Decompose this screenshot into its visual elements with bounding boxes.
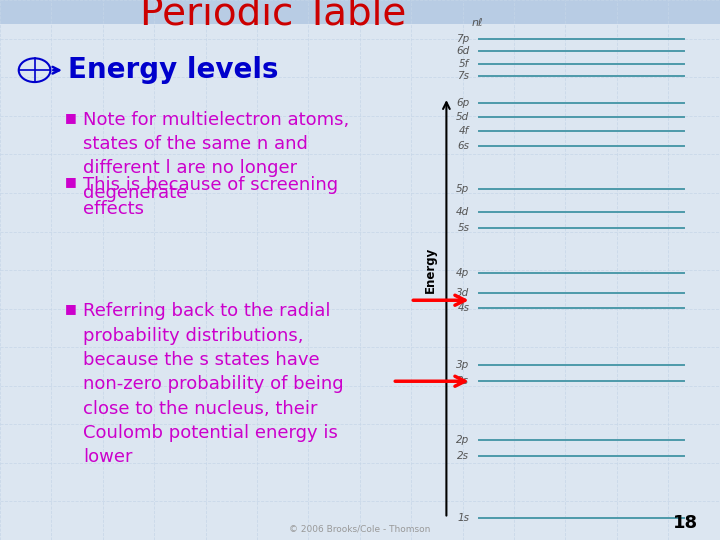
Text: 5s: 5s <box>457 223 469 233</box>
Text: 3s: 3s <box>457 376 469 386</box>
Text: 6p: 6p <box>456 98 469 107</box>
Text: Energy levels: Energy levels <box>68 56 279 84</box>
Text: 3d: 3d <box>456 288 469 298</box>
Text: 5f: 5f <box>459 59 469 69</box>
Text: 7p: 7p <box>456 34 469 44</box>
Text: 7s: 7s <box>457 71 469 80</box>
Text: 3p: 3p <box>456 360 469 369</box>
Text: 4d: 4d <box>456 207 469 217</box>
Bar <box>0 0 720 24</box>
Text: 4s: 4s <box>457 303 469 313</box>
Text: 6d: 6d <box>456 46 469 56</box>
Text: 1s: 1s <box>457 514 469 523</box>
Text: This is because of screening
effects: This is because of screening effects <box>83 176 338 218</box>
Text: 18: 18 <box>673 514 698 532</box>
Text: nℓ: nℓ <box>472 18 483 28</box>
Text: 2s: 2s <box>457 451 469 461</box>
Text: © 2006 Brooks/Cole - Thomson: © 2006 Brooks/Cole - Thomson <box>289 524 431 534</box>
Text: 2p: 2p <box>456 435 469 445</box>
Text: Periodic Table: Periodic Table <box>140 0 407 32</box>
Text: Note for multielectron atoms,
states of the same n and
different l are no longer: Note for multielectron atoms, states of … <box>83 111 349 201</box>
Text: Energy: Energy <box>424 247 437 293</box>
Text: ■: ■ <box>65 176 76 188</box>
Text: Referring back to the radial
probability distributions,
because the s states hav: Referring back to the radial probability… <box>83 302 343 466</box>
Text: 4f: 4f <box>459 126 469 136</box>
Text: 4p: 4p <box>456 268 469 278</box>
Text: ■: ■ <box>65 111 76 124</box>
Text: ■: ■ <box>65 302 76 315</box>
Text: 5d: 5d <box>456 112 469 122</box>
Text: 6s: 6s <box>457 141 469 151</box>
Text: 5p: 5p <box>456 184 469 194</box>
